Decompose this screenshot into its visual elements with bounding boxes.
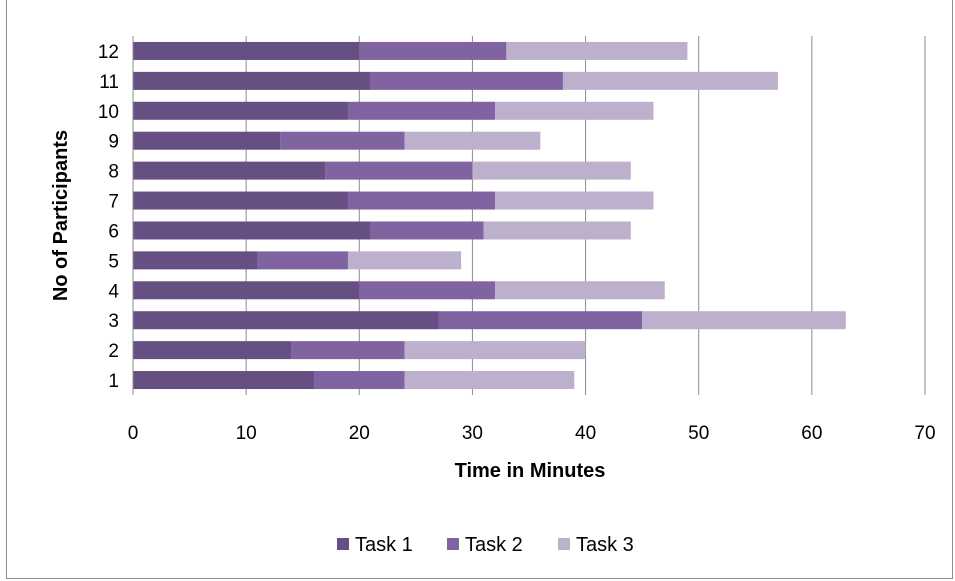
bar-task2-participant-2 [291, 341, 405, 360]
legend-label-task2: Task 2 [465, 534, 523, 556]
bar-task3-participant-5 [347, 251, 462, 270]
y-tick-label: 2 [108, 341, 119, 362]
bar-task1-participant-3 [133, 311, 439, 330]
y-tick-label: 6 [108, 221, 119, 242]
legend-swatch-task1 [337, 538, 349, 550]
bar-task3-participant-3 [642, 311, 846, 330]
bar-task2-participant-7 [347, 191, 496, 210]
bar-task1-participant-6 [133, 221, 371, 240]
x-tick-label: 20 [349, 423, 370, 444]
y-tick-label: 10 [98, 102, 119, 123]
y-tick-label: 5 [108, 251, 119, 272]
bar-task3-participant-4 [495, 281, 665, 300]
x-tick-label: 40 [575, 423, 596, 444]
bar-task1-participant-5 [133, 251, 258, 270]
bar-task2-participant-1 [314, 371, 405, 390]
bar-task2-participant-8 [325, 161, 473, 180]
bar-task2-participant-11 [370, 71, 563, 90]
y-tick-label: 9 [108, 132, 119, 153]
bar-task2-participant-4 [359, 281, 496, 300]
bar-task3-participant-2 [404, 341, 586, 360]
legend-swatch-task3 [558, 538, 570, 550]
bar-task1-participant-8 [133, 161, 326, 180]
bar-task2-participant-10 [347, 101, 496, 120]
x-tick-label: 70 [914, 423, 935, 444]
x-tick-label: 30 [462, 423, 483, 444]
legend: Task 1 Task 2 Task 3 [337, 534, 634, 556]
y-tick-label: 12 [98, 42, 119, 63]
y-tick-label: 4 [108, 281, 119, 302]
legend-label-task3: Task 3 [576, 534, 634, 556]
bar-task1-participant-12 [133, 41, 360, 60]
bars [133, 41, 846, 390]
bar-task1-participant-7 [133, 191, 348, 210]
bar-task3-participant-8 [472, 161, 631, 180]
bar-task2-participant-12 [359, 41, 507, 60]
bar-task1-participant-4 [133, 281, 360, 300]
x-axis-title: Time in Minutes [455, 460, 606, 482]
y-tick-label: 8 [108, 162, 119, 183]
gridlines [245, 36, 926, 395]
bar-task3-participant-7 [495, 191, 654, 210]
bar-task3-participant-10 [495, 101, 654, 120]
bar-task2-participant-5 [257, 251, 348, 270]
bar-task3-participant-11 [562, 71, 778, 90]
bar-task1-participant-11 [133, 71, 371, 90]
y-tick-label: 1 [108, 371, 119, 392]
y-tick-label: 3 [108, 311, 119, 332]
bar-task3-participant-1 [404, 371, 575, 390]
x-tick-label: 0 [128, 423, 139, 444]
bar-task2-participant-9 [280, 131, 405, 150]
bar-task2-participant-3 [438, 311, 643, 330]
x-tick-label: 50 [688, 423, 709, 444]
bar-task3-participant-9 [404, 131, 541, 150]
y-tick-label: 11 [99, 72, 119, 93]
legend-label-task1: Task 1 [355, 534, 413, 556]
y-tick-label: 7 [108, 192, 119, 213]
bar-task3-participant-12 [506, 41, 688, 60]
bar-task1-participant-2 [133, 341, 292, 360]
bar-task3-participant-6 [483, 221, 631, 240]
x-axis-ticks: 0 10 20 30 40 50 60 70 [128, 423, 936, 444]
x-tick-label: 60 [801, 423, 822, 444]
bar-task2-participant-6 [370, 221, 484, 240]
x-tick-label: 10 [236, 423, 257, 444]
y-axis-title: No of Participants [50, 130, 72, 301]
bar-task1-participant-10 [133, 101, 348, 120]
bar-task1-participant-9 [133, 131, 281, 150]
bar-task1-participant-1 [133, 371, 315, 390]
legend-swatch-task2 [447, 538, 459, 550]
